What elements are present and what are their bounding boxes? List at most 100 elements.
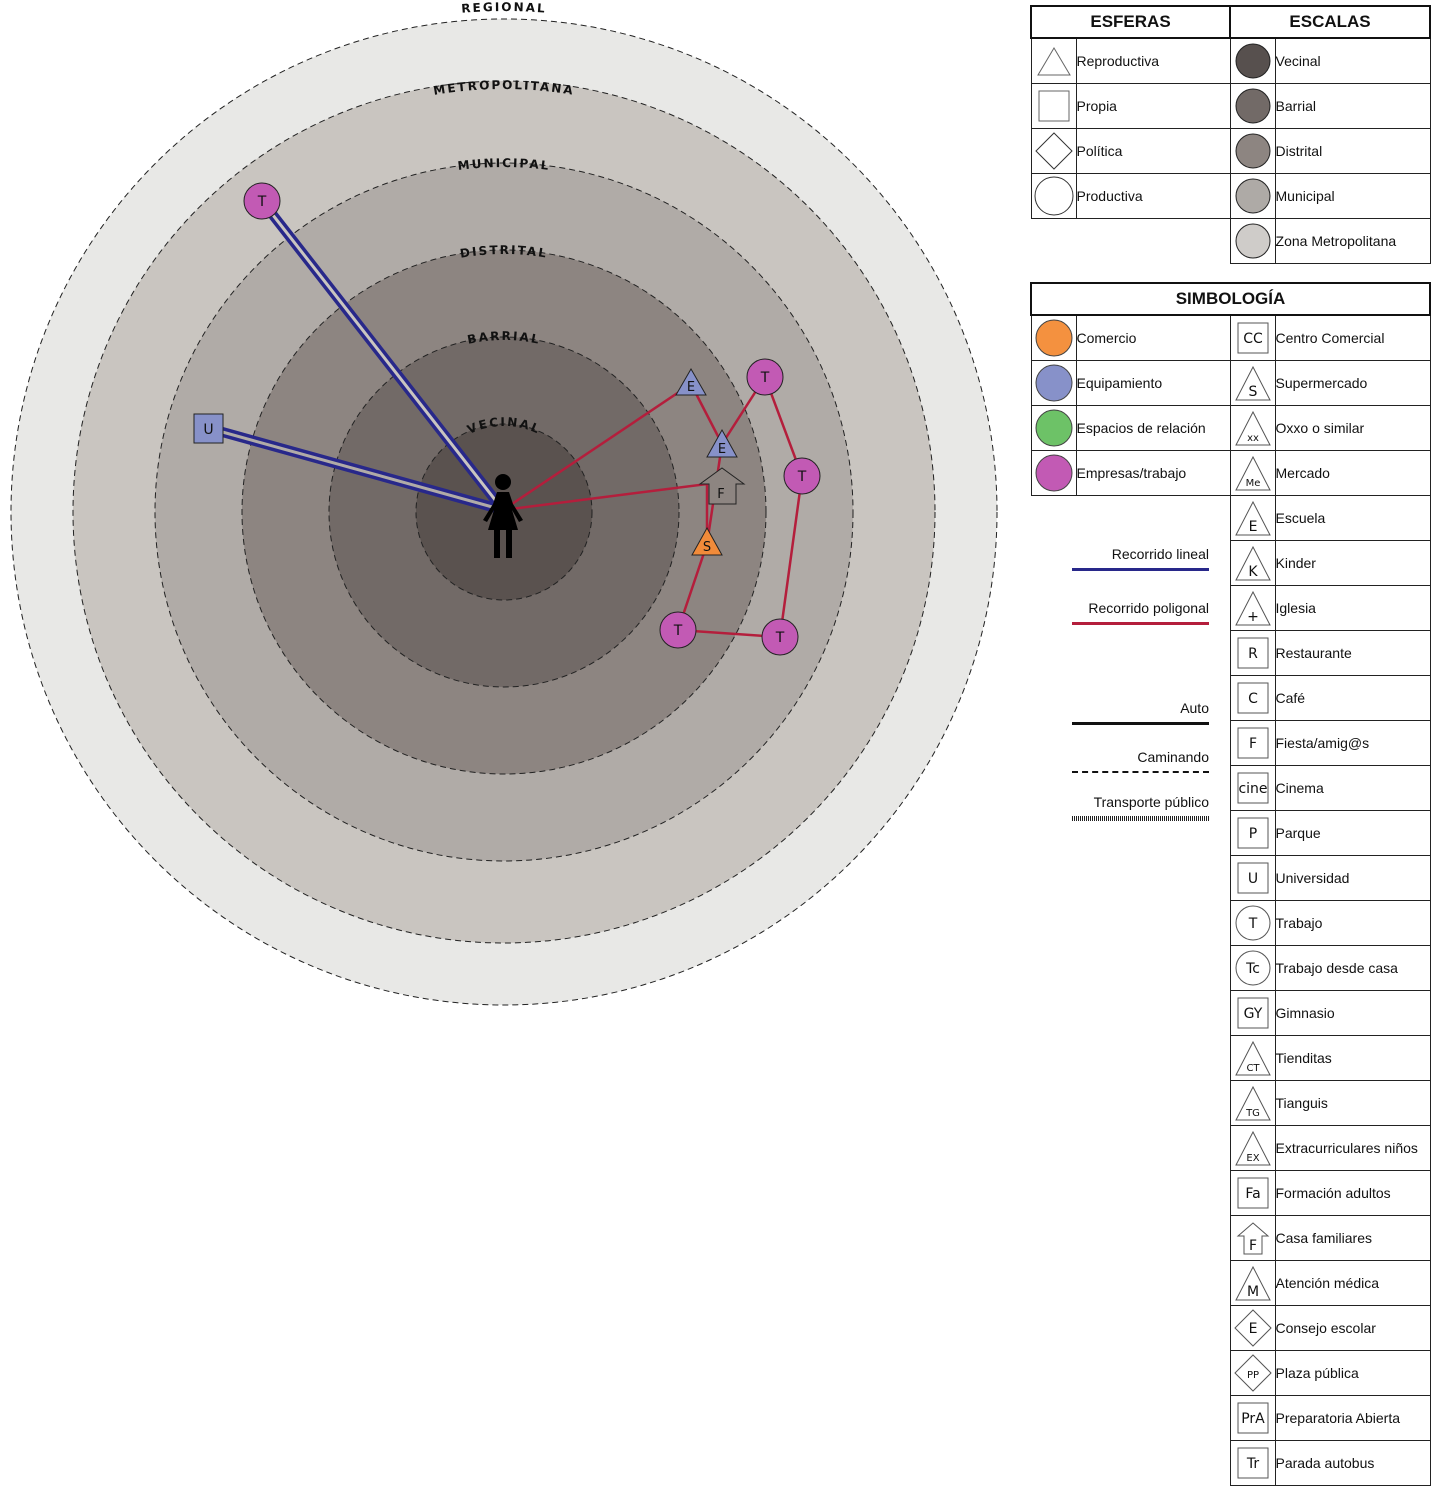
color-swatch-comercio <box>1030 314 1077 361</box>
esferas-escalas-legend: ESFERAS ESCALAS Reproductiva Vecinal Pro… <box>1029 5 1431 264</box>
symbol-label: Gimnasio <box>1274 990 1431 1036</box>
symbol-square-icon: Tr <box>1229 1440 1276 1486</box>
symbol-diamond-icon: E <box>1229 1305 1276 1351</box>
legend-recorrido-lineal: Recorrido lineal <box>1072 546 1209 571</box>
symbol-label: Trabajo <box>1274 900 1431 946</box>
symbol-triangle-icon: + <box>1229 585 1276 631</box>
linear-routes <box>206 197 507 515</box>
color-label: Empresas/trabajo <box>1075 450 1231 496</box>
svg-text:C: C <box>1248 691 1258 707</box>
legend-recorrido-poligonal: Recorrido poligonal <box>1072 600 1209 625</box>
diamond-icon <box>1030 128 1077 174</box>
symbol-label: Consejo escolar <box>1274 1305 1431 1351</box>
node-supermarket[interactable]: S <box>691 526 723 556</box>
symbol-square-icon: F <box>1229 720 1276 766</box>
legend-recorrido-lineal-label: Recorrido lineal <box>1111 546 1209 562</box>
route-to-work-metropolitan <box>258 197 507 514</box>
escala-swatch-barrial <box>1229 83 1276 129</box>
svg-text:PrA: PrA <box>1241 1411 1265 1427</box>
symbol-square-icon: P <box>1229 810 1276 856</box>
symbol-square-icon: cine <box>1229 765 1276 811</box>
symbol-label: Parque <box>1274 810 1431 856</box>
circle-icon <box>1030 173 1077 219</box>
public-transport-line-swatch <box>1072 816 1209 821</box>
legend-transporte-publico-label: Transporte público <box>1093 794 1209 810</box>
color-swatch-equipamiento <box>1030 360 1077 406</box>
symbol-triangle-icon: Me <box>1229 450 1276 496</box>
escala-swatch-vecinal <box>1229 37 1276 84</box>
escala-swatch-distrital <box>1229 128 1276 174</box>
symbol-triangle-icon: M <box>1229 1260 1276 1306</box>
svg-text:S: S <box>703 540 711 555</box>
symbol-label: Oxxo o similar <box>1274 405 1431 451</box>
svg-text:GY: GY <box>1243 1006 1262 1022</box>
symbol-triangle-icon: TG <box>1229 1080 1276 1126</box>
legend-transporte-publico: Transporte público <box>1072 794 1209 821</box>
symbol-label: Restaurante <box>1274 630 1431 676</box>
triangle-icon <box>1030 37 1077 84</box>
svg-text:E: E <box>1248 519 1257 535</box>
symbol-label: Mercado <box>1274 450 1431 496</box>
symbol-label: Cinema <box>1274 765 1431 811</box>
svg-text:M: M <box>1246 1284 1258 1300</box>
svg-text:E: E <box>687 380 695 395</box>
svg-text:T: T <box>1247 916 1257 932</box>
svg-text:Tc: Tc <box>1245 961 1260 977</box>
symbol-label: Trabajo desde casa <box>1274 945 1431 991</box>
svg-text:T: T <box>775 630 785 646</box>
linear-route-swatch <box>1072 568 1209 571</box>
polygonal-route-swatch <box>1072 622 1209 625</box>
symbol-square-icon: GY <box>1229 990 1276 1036</box>
symbol-triangle-icon: xx <box>1229 405 1276 451</box>
square-icon <box>1030 83 1077 129</box>
svg-text:Tr: Tr <box>1245 1456 1258 1472</box>
symbol-label: Iglesia <box>1274 585 1431 631</box>
svg-text:F: F <box>717 487 724 502</box>
legend-auto-label: Auto <box>1180 700 1209 716</box>
symbol-label: Tianguis <box>1274 1080 1431 1126</box>
node-university[interactable]: U <box>193 413 224 444</box>
node-school-1[interactable]: E <box>675 367 707 396</box>
node-work-2[interactable]: T <box>783 457 821 495</box>
symbol-label: Fiesta/amig@s <box>1274 720 1431 766</box>
node-work-4[interactable]: T <box>659 611 697 649</box>
svg-text:E: E <box>718 442 726 457</box>
node-school-2[interactable]: E <box>706 428 738 458</box>
svg-text:CT: CT <box>1246 1063 1260 1074</box>
svg-text:T: T <box>797 469 807 485</box>
node-work-1[interactable]: T <box>746 358 784 396</box>
scale-ring-labels: REGIONAL METROPOLITANA MUNICIPAL DISTRIT… <box>432 0 573 437</box>
color-label: Espacios de relación <box>1075 405 1231 451</box>
legend-caminando: Caminando <box>1072 749 1209 773</box>
escala-swatch-municipal <box>1229 173 1276 219</box>
route-to-university <box>206 423 505 515</box>
symbol-square-icon: U <box>1229 855 1276 901</box>
symbol-label: Plaza pública <box>1274 1350 1431 1396</box>
node-family-house[interactable]: F <box>698 467 746 505</box>
legend-caminando-label: Caminando <box>1137 749 1209 765</box>
svg-text:PP: PP <box>1246 1370 1258 1381</box>
symbol-label: Tienditas <box>1274 1035 1431 1081</box>
symbol-label: Kinder <box>1274 540 1431 586</box>
symbol-square-icon: C <box>1229 675 1276 721</box>
ring-label-barrial: BARRIAL <box>466 329 542 347</box>
svg-text:F: F <box>1248 736 1256 752</box>
svg-text:EX: EX <box>1246 1153 1259 1164</box>
svg-text:K: K <box>1248 564 1258 580</box>
escala-swatch-metropolitana <box>1229 218 1276 264</box>
symbol-label: Escuela <box>1274 495 1431 541</box>
escala-distrital: Distrital <box>1274 128 1431 174</box>
svg-text:xx: xx <box>1247 433 1259 444</box>
symbol-label: Centro Comercial <box>1274 314 1431 361</box>
legend-recorrido-poligonal-label: Recorrido poligonal <box>1088 600 1209 616</box>
symbol-label: Casa familiares <box>1274 1215 1431 1261</box>
ring-label-municipal: MUNICIPAL <box>457 156 551 173</box>
node-work-metropolitan[interactable]: T <box>243 182 281 220</box>
symbol-label: Café <box>1274 675 1431 721</box>
symbol-circle-icon: T <box>1229 900 1276 946</box>
escala-municipal: Municipal <box>1274 173 1431 219</box>
legend-auto: Auto <box>1072 700 1209 725</box>
symbol-label: Extracurriculares niños <box>1274 1125 1431 1171</box>
node-work-3[interactable]: T <box>761 618 799 656</box>
symbol-label: Supermercado <box>1274 360 1431 406</box>
